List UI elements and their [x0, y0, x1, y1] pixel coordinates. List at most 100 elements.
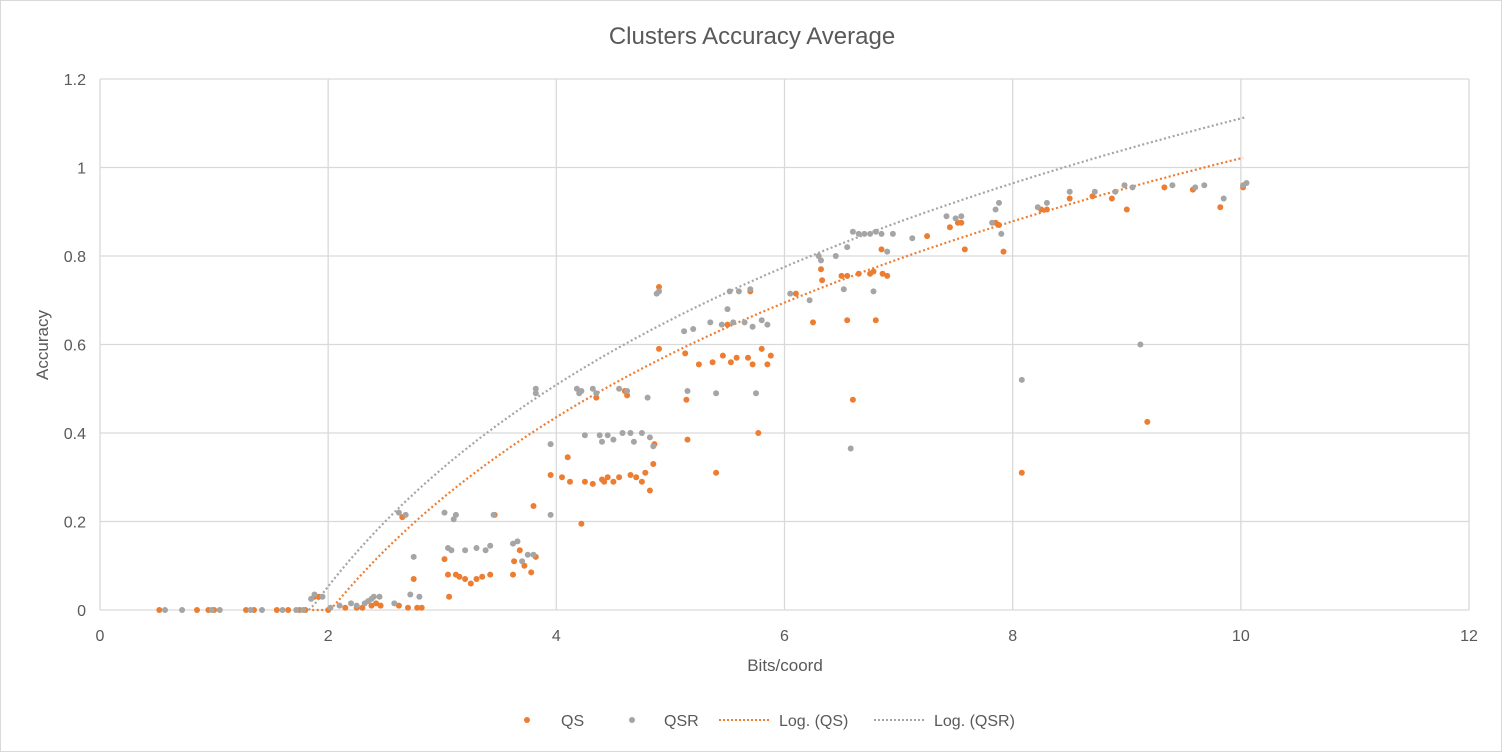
point-qsr: [519, 558, 526, 565]
point-qs: [418, 604, 425, 611]
legend-item-qsr: QSR: [629, 713, 699, 730]
point-qsr: [861, 230, 868, 237]
point-qsr: [1169, 182, 1176, 189]
point-qsr: [624, 388, 631, 394]
point-qs: [656, 345, 662, 352]
legend-label-log-qs: Log. (QS): [779, 713, 848, 730]
point-qsr: [753, 390, 759, 397]
point-qsr: [992, 206, 999, 213]
point-qs: [445, 571, 451, 578]
point-qsr: [1034, 204, 1041, 211]
y-tick-label: 0.8: [64, 249, 86, 266]
x-tick-label: 2: [324, 628, 333, 645]
point-qs: [1144, 418, 1151, 425]
point-qs: [755, 430, 762, 436]
point-qsr: [806, 297, 813, 304]
point-qsr: [958, 213, 965, 220]
point-qsr: [730, 319, 737, 326]
point-qsr: [1137, 341, 1144, 348]
x-axis-title: Bits/coord: [747, 656, 823, 675]
point-qsr: [1201, 182, 1208, 189]
gridlines: [99, 78, 1470, 611]
point-qsr: [547, 511, 554, 518]
point-qs: [1161, 184, 1168, 191]
point-qs: [601, 478, 608, 485]
point-qs: [581, 478, 588, 485]
legend-label-log-qsr: Log. (QSR): [934, 713, 1015, 730]
point-qsr: [300, 607, 307, 613]
point-qs: [884, 272, 891, 279]
x-axis-ticks: 0 2 4 6 8 10 12: [96, 628, 1478, 645]
point-qs: [559, 474, 565, 481]
point-qs: [745, 354, 751, 361]
legend-marker-qsr: [629, 717, 635, 723]
y-tick-label: 0.2: [64, 515, 86, 532]
point-qs: [359, 604, 366, 611]
point-qsr: [610, 436, 617, 443]
point-qs: [870, 268, 877, 275]
point-qsr: [832, 253, 839, 259]
point-qsr: [293, 607, 300, 613]
point-qsr: [656, 288, 662, 295]
trendline-log-qs: [312, 156, 1244, 612]
point-qsr: [1243, 180, 1250, 186]
point-qsr: [1043, 199, 1050, 206]
point-qs: [719, 352, 726, 359]
point-qs: [684, 436, 691, 443]
point-qsr: [589, 385, 596, 392]
point-qs: [996, 222, 1002, 228]
point-qs: [410, 576, 417, 582]
point-qs: [1123, 206, 1130, 213]
point-qsr: [943, 213, 950, 220]
point-qs: [767, 352, 774, 359]
point-qs: [479, 573, 486, 580]
point-qs: [709, 359, 716, 366]
point-qs: [414, 604, 421, 611]
point-qsr: [726, 288, 733, 295]
point-qsr: [593, 390, 600, 397]
point-qsr: [847, 445, 854, 452]
point-qs: [656, 284, 662, 290]
point-qs: [1066, 195, 1073, 202]
x-tick-label: 6: [780, 628, 789, 645]
point-qsr: [573, 385, 580, 392]
point-qs: [633, 474, 640, 481]
point-qs: [243, 607, 249, 613]
point-qs: [194, 607, 200, 613]
point-qsr: [909, 235, 916, 242]
point-qs: [528, 569, 535, 576]
point-qs: [838, 272, 845, 279]
legend-label-qsr: QSR: [664, 713, 699, 730]
point-qs: [564, 454, 571, 461]
point-qs: [1018, 469, 1025, 476]
point-qs: [764, 361, 771, 368]
point-qs: [646, 487, 653, 494]
point-qs: [758, 345, 765, 352]
point-qs: [1043, 206, 1050, 213]
point-qsr: [596, 432, 603, 439]
y-tick-label: 1: [77, 161, 86, 178]
point-qs: [467, 580, 474, 587]
point-qs: [511, 558, 518, 565]
point-qs: [749, 361, 756, 368]
point-qs: [342, 604, 349, 611]
point-qsr: [336, 602, 343, 609]
point-qsr: [441, 509, 448, 516]
point-qsr: [530, 551, 537, 558]
point-qsr: [747, 286, 754, 293]
point-qs: [373, 600, 380, 607]
point-qs: [516, 547, 523, 554]
x-tick-label: 10: [1232, 628, 1250, 645]
point-qsr: [952, 215, 959, 222]
point-qsr: [395, 509, 402, 516]
data-points: [156, 180, 1250, 613]
point-qsr: [855, 230, 862, 237]
point-qsr: [448, 547, 455, 554]
point-qs: [487, 571, 494, 578]
point-qs: [849, 396, 856, 403]
point-qsr: [348, 600, 354, 607]
point-qsr: [599, 438, 605, 445]
point-qsr: [319, 593, 326, 600]
point-qsr: [707, 319, 714, 326]
